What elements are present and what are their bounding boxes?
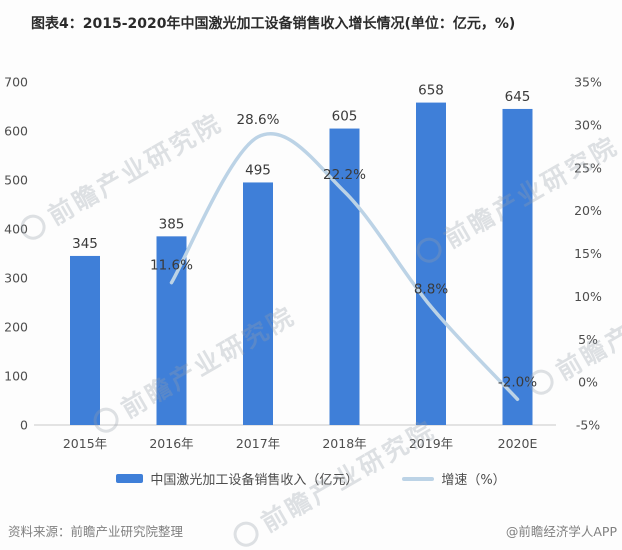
growth-value-label: -2.0% — [498, 374, 537, 390]
legend-item-revenue: 中国激光加工设备销售收入（亿元） — [116, 469, 358, 488]
legend-growth-label: 增速（%） — [441, 473, 506, 488]
left-axis-tick-label: 300 — [4, 271, 28, 286]
left-axis-tick-label: 600 — [4, 124, 28, 139]
x-axis-label: 2016年 — [149, 436, 193, 451]
right-axis-tick-label: 10% — [574, 289, 602, 304]
legend-bar-swatch-icon — [116, 474, 144, 483]
growth-value-label: 8.8% — [414, 282, 448, 298]
growth-value-label: 22.2% — [323, 167, 366, 183]
legend-line-swatch-icon — [402, 476, 435, 481]
right-axis-tick-label: 30% — [574, 117, 602, 132]
right-axis-tick-label: -5% — [576, 418, 600, 433]
bar-2016年 — [156, 236, 187, 425]
right-axis-tick-label: 20% — [574, 203, 602, 218]
left-axis-tick-label: 700 — [4, 75, 28, 90]
legend-revenue-label: 中国激光加工设备销售收入（亿元） — [150, 473, 359, 488]
x-axis-label: 2015年 — [63, 436, 107, 451]
bar-value-label: 658 — [418, 83, 444, 99]
legend-item-growth: 增速（%） — [402, 469, 506, 488]
x-axis-label: 2019年 — [409, 436, 453, 451]
x-axis-label: 2018年 — [322, 436, 366, 451]
bar-2015年 — [70, 255, 100, 425]
chart-title: 图表4：2015-2020年中国激光加工设备销售收入增长情况(单位：亿元，%) — [31, 16, 516, 32]
chart-legend: 中国激光加工设备销售收入（亿元） 增速（%） — [0, 469, 622, 488]
bar-value-label: 385 — [159, 216, 185, 232]
right-axis-tick-label: 25% — [574, 160, 602, 175]
left-axis-tick-label: 0 — [20, 418, 28, 433]
bar-value-label: 495 — [245, 162, 271, 178]
bar-value-label: 645 — [505, 89, 531, 105]
left-axis-tick-label: 200 — [4, 320, 28, 335]
bar-value-label: 345 — [72, 236, 98, 252]
bar-2018年 — [329, 128, 360, 426]
left-axis-tick-label: 500 — [4, 173, 28, 188]
growth-line — [169, 131, 520, 402]
right-axis-tick-label: 0% — [578, 375, 598, 390]
growth-value-label: 28.6% — [237, 112, 280, 128]
bar-value-label: 605 — [332, 109, 358, 125]
bar-2020E — [502, 108, 533, 425]
credit-note: @前瞻经济学人APP — [505, 524, 617, 539]
right-axis-tick-label: 35% — [574, 75, 602, 90]
left-axis-tick-label: 400 — [4, 222, 28, 237]
right-axis-tick-label: 5% — [578, 332, 598, 347]
right-axis-tick-label: 15% — [574, 246, 602, 261]
bar-2019年 — [416, 102, 446, 425]
bar-2017年 — [243, 182, 273, 425]
x-axis-label: 2017年 — [236, 436, 280, 451]
chart-footer: 资料来源：前瞻产业研究院整理 @前瞻经济学人APP — [8, 521, 617, 540]
source-note: 资料来源：前瞻产业研究院整理 — [8, 524, 184, 539]
left-axis-tick-label: 100 — [4, 369, 28, 384]
growth-value-label: 11.6% — [150, 258, 193, 274]
x-axis-label: 2020E — [498, 436, 538, 451]
